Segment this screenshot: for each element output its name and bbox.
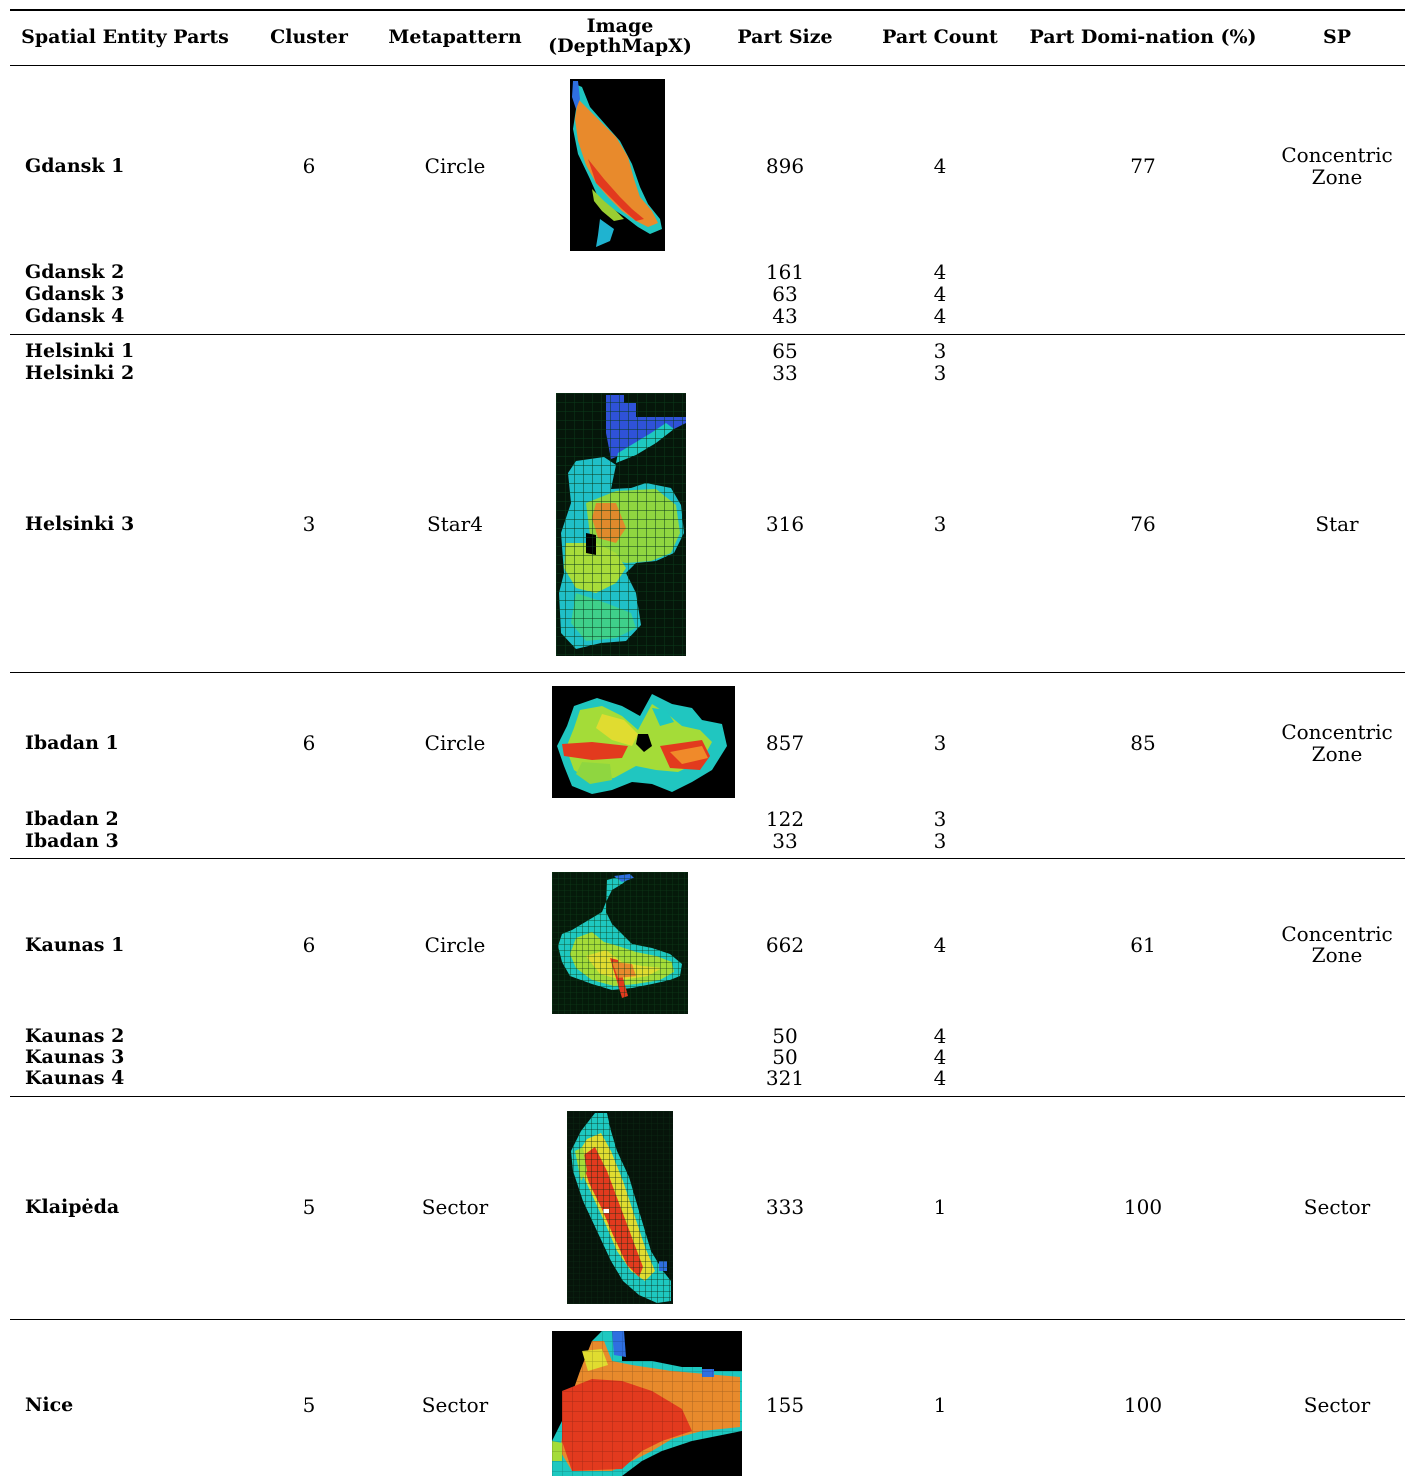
- row-sp-ibadan-line2: Zone: [1311, 742, 1363, 766]
- row-cluster-helsinki-3: 3: [302, 512, 316, 536]
- depthmap-image-klaipeda: [567, 1111, 673, 1304]
- row-name-helsinki-3: Helsinki 3: [25, 513, 135, 535]
- header-rule: [10, 65, 1405, 66]
- row-part-count-gdansk-3: 4: [933, 282, 947, 306]
- header-part-count: Part Count: [882, 26, 998, 48]
- row-part-size-kaunas-1: 662: [765, 933, 805, 957]
- row-part-count-gdansk-4: 4: [933, 304, 947, 328]
- row-cluster-gdansk-1: 6: [302, 154, 316, 178]
- depthmap-image-kaunas: [552, 872, 688, 1014]
- row-part-count-helsinki-3: 3: [933, 512, 947, 536]
- row-part-count-kaunas-1: 4: [933, 933, 947, 957]
- row-sp-gdansk-line2: Zone: [1311, 165, 1363, 189]
- row-cluster-ibadan-1: 6: [302, 731, 316, 755]
- row-metapattern-helsinki-3: Star4: [427, 512, 483, 536]
- header-image-line2: (DepthMapX): [548, 35, 692, 57]
- header-cluster: Cluster: [270, 26, 348, 48]
- header-sp: SP: [1322, 26, 1352, 48]
- row-name-nice: Nice: [25, 1394, 74, 1416]
- row-part-count-helsinki-2: 3: [933, 361, 947, 385]
- row-part-count-gdansk-2: 4: [933, 260, 947, 284]
- row-part-size-gdansk-3: 63: [772, 282, 798, 306]
- row-name-kaunas-2: Kaunas 2: [25, 1025, 125, 1047]
- row-divider: [10, 672, 1405, 673]
- row-name-gdansk-3: Gdansk 3: [25, 283, 125, 305]
- row-part-size-helsinki-1: 65: [772, 339, 798, 363]
- row-metapattern-gdansk-1: Circle: [424, 154, 486, 178]
- row-name-kaunas-1: Kaunas 1: [25, 934, 125, 956]
- row-name-gdansk-2: Gdansk 2: [25, 261, 125, 283]
- row-domination-klaipeda: 100: [1123, 1195, 1163, 1219]
- row-sp-nice: Sector: [1303, 1393, 1371, 1417]
- row-domination-gdansk-1: 77: [1130, 154, 1156, 178]
- row-part-size-gdansk-4: 43: [772, 304, 798, 328]
- row-part-count-helsinki-1: 3: [933, 339, 947, 363]
- row-part-size-kaunas-2: 50: [772, 1024, 798, 1048]
- row-part-size-helsinki-2: 33: [772, 361, 798, 385]
- row-part-size-ibadan-1: 857: [765, 731, 805, 755]
- row-part-count-ibadan-1: 3: [933, 731, 947, 755]
- depthmap-image-nice: [552, 1331, 742, 1476]
- row-metapattern-nice: Sector: [421, 1393, 489, 1417]
- row-domination-nice: 100: [1123, 1393, 1163, 1417]
- row-divider: [10, 1319, 1405, 1320]
- row-metapattern-kaunas-1: Circle: [424, 933, 486, 957]
- row-name-ibadan-2: Ibadan 2: [25, 808, 119, 830]
- row-part-size-helsinki-3: 316: [765, 512, 805, 536]
- row-name-kaunas-3: Kaunas 3: [25, 1046, 125, 1068]
- row-cluster-klaipeda: 5: [302, 1195, 316, 1219]
- row-part-size-kaunas-4: 321: [765, 1066, 805, 1090]
- row-divider: [10, 858, 1405, 859]
- row-name-gdansk-1: Gdansk 1: [25, 155, 125, 177]
- row-domination-helsinki-3: 76: [1130, 512, 1156, 536]
- row-part-count-nice: 1: [933, 1393, 947, 1417]
- row-part-size-ibadan-3: 33: [772, 829, 798, 853]
- header-image-line1: Image: [586, 15, 654, 37]
- row-name-helsinki-2: Helsinki 2: [25, 362, 135, 384]
- row-sp-klaipeda: Sector: [1303, 1195, 1371, 1219]
- row-sp-helsinki: Star: [1315, 512, 1359, 536]
- row-name-helsinki-1: Helsinki 1: [25, 340, 135, 362]
- depthmap-image-helsinki: [556, 393, 686, 656]
- header-spatial-entity-parts: Spatial Entity Parts: [21, 26, 229, 48]
- row-part-count-klaipeda: 1: [933, 1195, 947, 1219]
- row-name-ibadan-1: Ibadan 1: [25, 732, 119, 754]
- row-part-size-nice: 155: [765, 1393, 805, 1417]
- row-domination-kaunas-1: 61: [1130, 933, 1156, 957]
- row-sp-kaunas-line2: Zone: [1311, 943, 1363, 967]
- row-part-count-kaunas-3: 4: [933, 1045, 947, 1069]
- depthmap-image-gdansk: [570, 79, 665, 251]
- row-part-size-gdansk-1: 896: [765, 154, 805, 178]
- header-part-size: Part Size: [737, 26, 833, 48]
- row-name-ibadan-3: Ibadan 3: [25, 830, 119, 852]
- row-metapattern-klaipeda: Sector: [421, 1195, 489, 1219]
- row-divider: [10, 1096, 1405, 1097]
- row-sp-ibadan-line1: Concentric: [1281, 720, 1393, 744]
- row-sp-gdansk-line1: Concentric: [1281, 143, 1393, 167]
- row-part-count-ibadan-2: 3: [933, 807, 947, 831]
- row-cluster-kaunas-1: 6: [302, 933, 316, 957]
- row-part-count-gdansk-1: 4: [933, 154, 947, 178]
- row-name-klaipeda: Klaipėda: [25, 1196, 120, 1218]
- row-part-size-ibadan-2: 122: [765, 807, 805, 831]
- header-metapattern: Metapattern: [388, 26, 522, 48]
- row-sp-kaunas-line1: Concentric: [1281, 922, 1393, 946]
- row-part-size-kaunas-3: 50: [772, 1045, 798, 1069]
- header-part-domination: Part Domi-nation (%): [1029, 26, 1257, 48]
- row-name-gdansk-4: Gdansk 4: [25, 305, 125, 327]
- row-name-kaunas-4: Kaunas 4: [25, 1067, 125, 1089]
- row-part-size-klaipeda: 333: [765, 1195, 805, 1219]
- depthmap-image-ibadan: [552, 686, 735, 798]
- row-divider: [10, 334, 1405, 335]
- row-metapattern-ibadan-1: Circle: [424, 731, 486, 755]
- row-part-count-ibadan-3: 3: [933, 829, 947, 853]
- row-part-size-gdansk-2: 161: [765, 260, 805, 284]
- row-part-count-kaunas-2: 4: [933, 1024, 947, 1048]
- top-rule: [10, 9, 1405, 11]
- row-domination-ibadan-1: 85: [1130, 731, 1156, 755]
- row-part-count-kaunas-4: 4: [933, 1066, 947, 1090]
- row-cluster-nice: 5: [302, 1393, 316, 1417]
